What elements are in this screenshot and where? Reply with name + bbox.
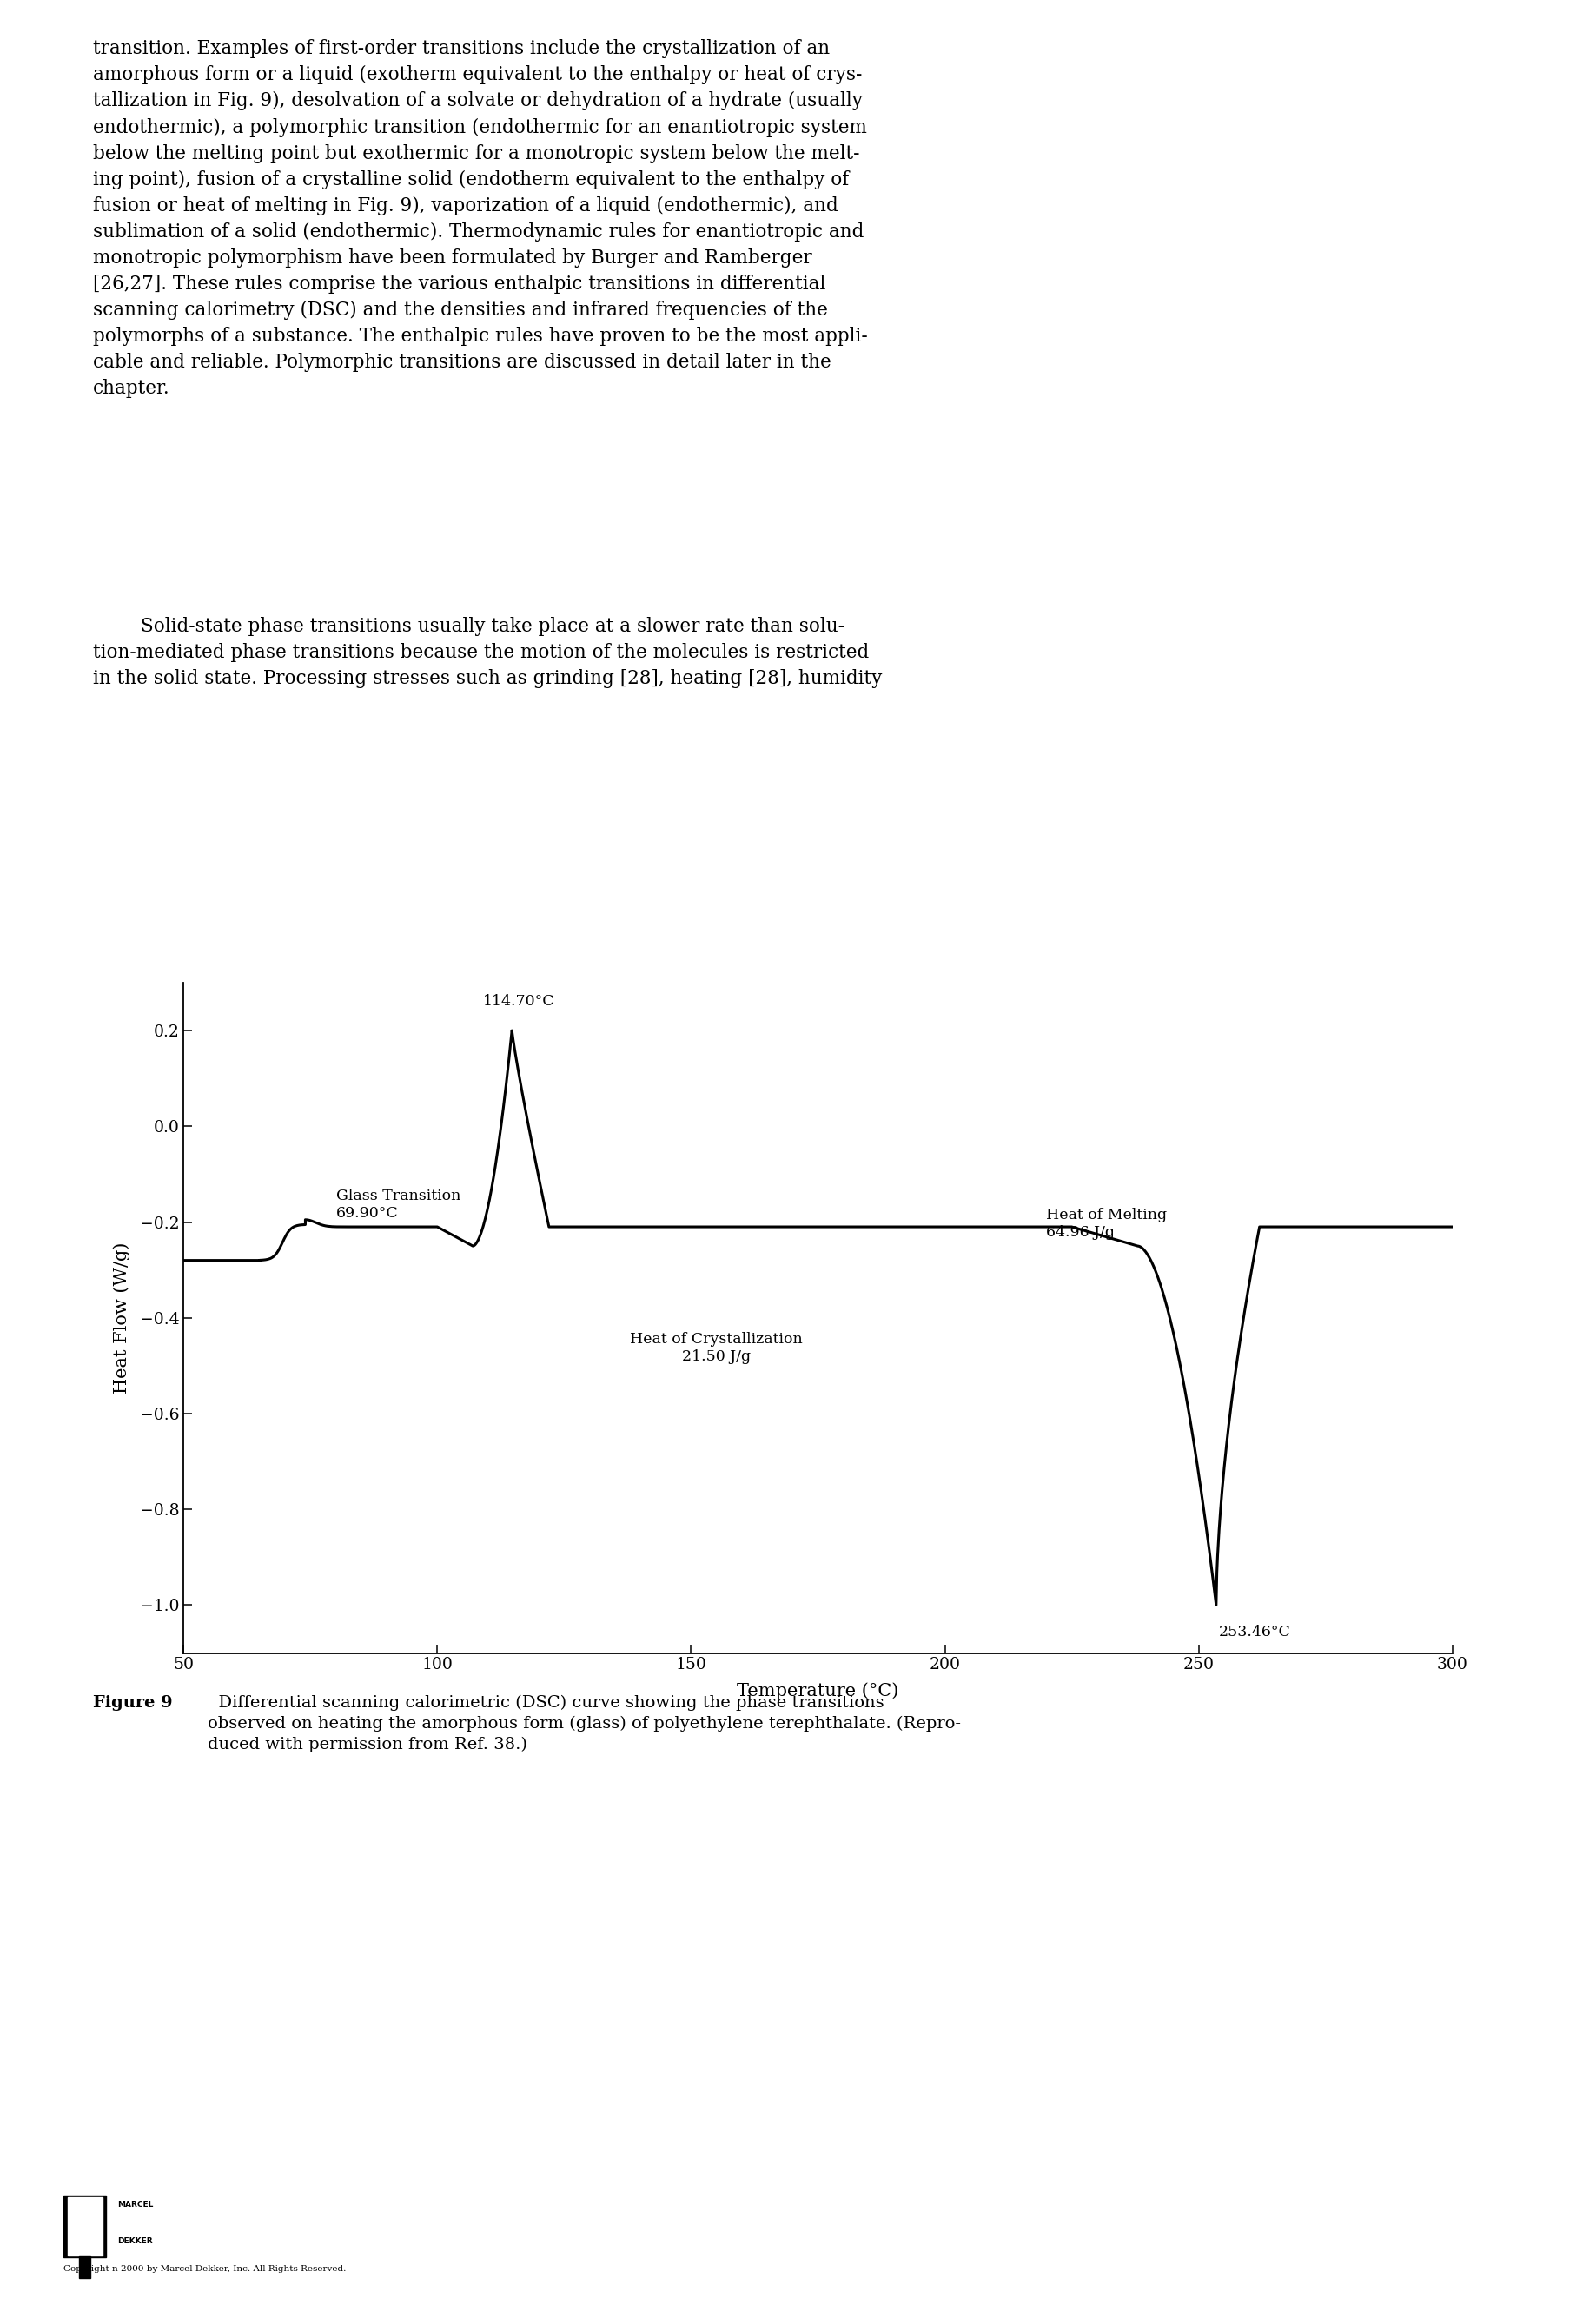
- Text: Glass Transition
69.90°C: Glass Transition 69.90°C: [335, 1188, 460, 1221]
- Bar: [80, 2257, 91, 2280]
- Text: transition. Examples of first-order transitions include the crystallization of a: transition. Examples of first-order tran…: [93, 39, 867, 398]
- Text: Heat of Crystallization
21.50 J/g: Heat of Crystallization 21.50 J/g: [630, 1332, 803, 1364]
- Text: Differential scanning calorimetric (DSC) curve showing the phase transitions
obs: Differential scanning calorimetric (DSC)…: [207, 1695, 961, 1752]
- Bar: [64, 2196, 105, 2257]
- Text: DEKKER: DEKKER: [118, 2238, 153, 2245]
- Text: Heat of Melting
64.96 J/g: Heat of Melting 64.96 J/g: [1047, 1207, 1167, 1239]
- Text: Copyright n 2000 by Marcel Dekker, Inc. All Rights Reserved.: Copyright n 2000 by Marcel Dekker, Inc. …: [64, 2266, 346, 2273]
- Text: MARCEL: MARCEL: [118, 2201, 153, 2208]
- Text: Figure 9: Figure 9: [93, 1695, 172, 1711]
- X-axis label: Temperature (°C): Temperature (°C): [737, 1683, 899, 1699]
- Text: 253.46°C: 253.46°C: [1219, 1625, 1291, 1639]
- Bar: [67, 2196, 102, 2257]
- Text: Solid-state phase transitions usually take place at a slower rate than solu-
tio: Solid-state phase transitions usually ta…: [93, 617, 881, 689]
- Text: 114.70°C: 114.70°C: [482, 994, 554, 1008]
- Y-axis label: Heat Flow (W/g): Heat Flow (W/g): [113, 1242, 129, 1394]
